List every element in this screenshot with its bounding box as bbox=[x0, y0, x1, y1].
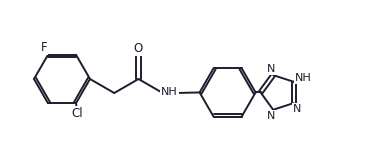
Text: Cl: Cl bbox=[71, 107, 83, 120]
Text: F: F bbox=[41, 41, 47, 54]
Text: NH: NH bbox=[161, 87, 178, 97]
Text: N: N bbox=[267, 111, 275, 121]
Text: NH: NH bbox=[295, 73, 312, 83]
Text: N: N bbox=[267, 64, 275, 74]
Text: N: N bbox=[293, 104, 302, 114]
Text: O: O bbox=[134, 42, 143, 55]
